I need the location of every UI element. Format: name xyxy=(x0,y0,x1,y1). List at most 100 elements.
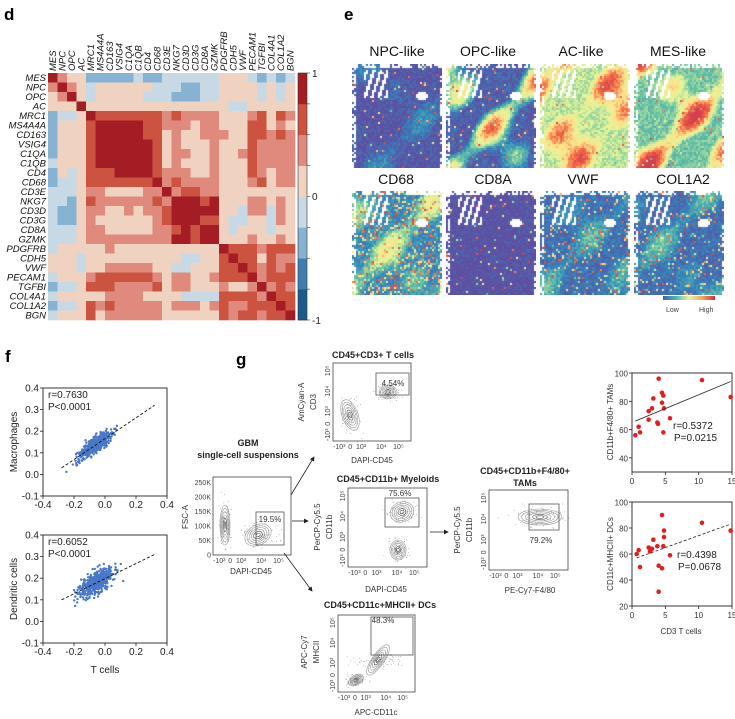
event-dot xyxy=(520,522,522,523)
heatmap-cell xyxy=(219,158,229,169)
heatmap-cell xyxy=(162,101,172,112)
heatmap-cell xyxy=(67,168,77,178)
row-label: C1QB xyxy=(20,159,47,170)
heatmap-cell xyxy=(209,158,220,169)
event-dot xyxy=(407,521,409,522)
column-label: CD3G xyxy=(191,45,202,71)
heatmap-cell xyxy=(152,234,163,245)
y-tick-label: 10³ xyxy=(330,657,337,668)
heatmap-cell xyxy=(86,187,96,197)
heatmap-cell xyxy=(285,272,296,283)
heatmap-cell xyxy=(152,177,163,188)
event-dot xyxy=(275,527,277,529)
column-label: C1QB xyxy=(134,44,145,71)
y-tick-label: 100 xyxy=(615,370,629,379)
data-point xyxy=(82,587,85,591)
data-point xyxy=(96,573,100,576)
data-point xyxy=(91,567,94,571)
event-dot xyxy=(263,537,265,538)
heatmap-cell xyxy=(257,168,267,178)
event-dot xyxy=(404,500,406,502)
heatmap-cell xyxy=(133,149,144,159)
column-label: COL4A1 xyxy=(267,35,278,71)
heatmap-cell xyxy=(67,92,77,102)
heatmap-cell xyxy=(86,73,96,83)
heatmap-cell xyxy=(124,282,134,292)
event-dot xyxy=(393,662,394,664)
event-dot xyxy=(346,442,348,444)
heatmap-cell xyxy=(238,82,248,93)
heatmap-cell xyxy=(238,130,248,140)
event-dot xyxy=(413,514,415,515)
heatmap-cell xyxy=(76,282,87,292)
data-point xyxy=(103,574,107,577)
data-point xyxy=(92,585,95,588)
heatmap-cell xyxy=(124,253,134,264)
contour-line xyxy=(219,504,231,546)
heatmap-cell xyxy=(95,301,106,311)
data-point xyxy=(90,441,93,444)
heatmap-cell xyxy=(171,206,182,216)
heatmap-cell xyxy=(48,215,58,226)
event-dot xyxy=(416,504,418,506)
data-point xyxy=(113,577,116,581)
spatial-map-cd68 xyxy=(352,191,442,295)
heatmap-cell xyxy=(266,111,277,121)
y-tick-label: 0.4 xyxy=(25,384,39,395)
y-tick-label: 0 xyxy=(330,673,337,677)
heatmap-cell xyxy=(76,149,87,159)
heatmap-cell xyxy=(162,196,172,207)
heatmap-cell xyxy=(181,139,191,150)
data-point xyxy=(667,553,673,558)
data-point xyxy=(89,590,93,593)
event-dot xyxy=(398,659,399,661)
event-dot xyxy=(373,390,375,392)
heatmap-cell xyxy=(124,301,134,311)
contour-line xyxy=(353,677,359,683)
heatmap-cell xyxy=(57,263,68,273)
gate-percentage: 48.3% xyxy=(372,616,395,625)
colorbar-min-label: -1 xyxy=(312,316,321,327)
tams-ylabel-2: CD11b xyxy=(465,517,474,542)
heatmap-cell xyxy=(238,120,248,131)
event-dot xyxy=(389,658,391,660)
heatmap-cell xyxy=(143,149,153,159)
event-dot xyxy=(395,560,397,562)
heatmap-cell xyxy=(152,291,163,302)
heatmap-cell xyxy=(67,82,77,93)
heatmap-cell xyxy=(48,225,58,235)
colorbar-segment xyxy=(298,289,307,321)
arrow-to-tcells xyxy=(290,456,315,496)
y-tick-label: 60 xyxy=(619,551,628,560)
heatmap-cell xyxy=(152,263,163,273)
heatmap-cell xyxy=(190,168,201,178)
heatmap-cell xyxy=(200,73,210,83)
data-point xyxy=(88,592,92,595)
event-dot xyxy=(223,517,225,519)
event-dot xyxy=(396,501,398,503)
heatmap-cell xyxy=(95,149,106,159)
heatmap-cell xyxy=(181,225,191,235)
event-dot xyxy=(389,400,391,402)
g-top-r: r=0.5372 xyxy=(673,421,713,432)
x-tick-label: 0 xyxy=(630,477,635,486)
heatmap-cell xyxy=(181,253,191,264)
event-dot xyxy=(402,548,404,550)
event-dot xyxy=(343,414,345,415)
heatmap-cell xyxy=(152,310,163,321)
event-dot xyxy=(527,516,528,518)
heatmap-cell xyxy=(219,111,229,121)
event-dot xyxy=(345,426,346,428)
contour-line xyxy=(392,543,404,557)
event-dot xyxy=(396,540,398,542)
row-label: MS4A4A xyxy=(9,121,47,132)
contour-line xyxy=(343,404,357,426)
row-label: MRC1 xyxy=(19,111,46,122)
heatmap-cell xyxy=(105,225,115,235)
heatmap-cell xyxy=(171,196,182,207)
scatter-dcs-vs-tcells: 0 5 10 15 100 80 60 40 20 xyxy=(615,499,735,621)
heatmap-cell xyxy=(48,177,58,188)
heatmap-cell xyxy=(162,215,172,226)
y-tick-label: 0.4 xyxy=(25,531,39,542)
